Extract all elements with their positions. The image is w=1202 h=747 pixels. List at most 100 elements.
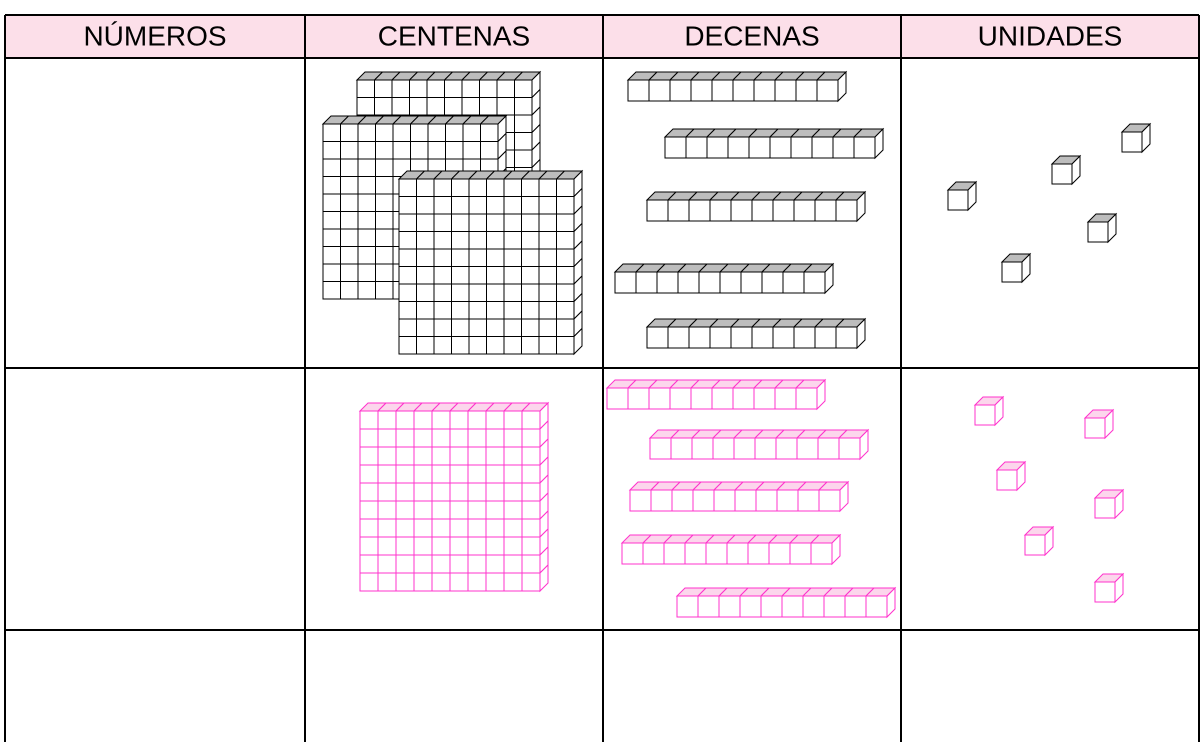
- rod: [628, 480, 850, 513]
- cube-face: [1094, 497, 1116, 519]
- cube-face: [485, 482, 505, 502]
- cube-face: [496, 97, 515, 116]
- cube-face: [614, 271, 637, 294]
- cube-face: [416, 178, 435, 197]
- cube-face: [751, 199, 774, 222]
- cube-face: [398, 231, 417, 250]
- cube-face: [503, 500, 523, 520]
- cube-face: [468, 213, 487, 232]
- cube-face: [521, 572, 541, 592]
- cube-face: [462, 141, 481, 160]
- cube-face: [814, 326, 837, 349]
- cube-face: [357, 193, 376, 212]
- cube-face: [486, 231, 505, 250]
- cube-face: [816, 79, 839, 102]
- cube-face: [760, 595, 783, 618]
- cube-face: [449, 554, 469, 574]
- cube-face: [413, 572, 433, 592]
- unit: [1086, 212, 1118, 244]
- cube-face: [503, 318, 522, 337]
- cube-face: [377, 518, 397, 538]
- cube-face: [503, 196, 522, 215]
- cube-face: [730, 326, 753, 349]
- cube-face: [468, 283, 487, 302]
- cube-face: [395, 464, 415, 484]
- cube-face: [413, 536, 433, 556]
- cube-face: [503, 266, 522, 285]
- cube-face: [449, 428, 469, 448]
- cube-face: [514, 149, 533, 168]
- cube-face: [685, 136, 708, 159]
- cube-face: [395, 500, 415, 520]
- cube-face: [375, 211, 394, 230]
- cube-face: [732, 387, 755, 410]
- cube-face: [797, 489, 820, 512]
- cube-face: [485, 464, 505, 484]
- cube-face: [503, 536, 523, 556]
- cube-face: [467, 500, 487, 520]
- cube-face: [538, 318, 557, 337]
- cube-face: [479, 97, 498, 116]
- cube-face: [444, 79, 463, 98]
- cube-face: [467, 410, 487, 430]
- cube-face: [835, 326, 858, 349]
- cube-face: [781, 595, 804, 618]
- unit: [1093, 488, 1125, 520]
- cube-face: [691, 437, 714, 460]
- cube-face: [1001, 261, 1023, 283]
- cube-face: [503, 178, 522, 197]
- cube-face: [656, 271, 679, 294]
- cube-face: [485, 554, 505, 574]
- cube-face: [718, 595, 741, 618]
- cube-face: [398, 266, 417, 285]
- cube-face: [793, 199, 816, 222]
- unit: [1120, 122, 1152, 154]
- cube-face: [688, 326, 711, 349]
- cube-face: [772, 326, 795, 349]
- cube-face: [451, 178, 470, 197]
- cube-face: [486, 248, 505, 267]
- cube-face: [514, 132, 533, 151]
- cube-face: [426, 79, 445, 98]
- cube-face: [377, 554, 397, 574]
- rod: [663, 127, 885, 160]
- cube-face: [359, 428, 379, 448]
- cube-face: [340, 123, 359, 142]
- cube-face: [375, 141, 394, 160]
- cube-face: [521, 554, 541, 574]
- cube-face: [719, 271, 742, 294]
- cube-face: [480, 123, 499, 142]
- cube-face: [697, 595, 720, 618]
- header-cell: NÚMEROS: [83, 20, 226, 51]
- cube-face: [642, 542, 665, 565]
- cube-face: [775, 437, 798, 460]
- cube-face: [782, 271, 805, 294]
- cube-face: [449, 482, 469, 502]
- cube-face: [377, 482, 397, 502]
- cube-face: [375, 263, 394, 282]
- cube-face: [398, 283, 417, 302]
- cube-face: [357, 263, 376, 282]
- cube-face: [606, 387, 629, 410]
- cube-face: [468, 248, 487, 267]
- cube-face: [538, 178, 557, 197]
- cube-face: [698, 271, 721, 294]
- cube-face: [468, 336, 487, 355]
- cube-face: [413, 482, 433, 502]
- cube-face: [431, 500, 451, 520]
- cube-face: [359, 464, 379, 484]
- cube-face: [711, 387, 734, 410]
- cube-face: [322, 123, 341, 142]
- cube-face: [467, 428, 487, 448]
- cube-face: [395, 572, 415, 592]
- cube-face: [629, 489, 652, 512]
- cube-face: [416, 231, 435, 250]
- cube-face: [521, 213, 540, 232]
- cube-face: [374, 79, 393, 98]
- cube-face: [433, 266, 452, 285]
- cube-face: [485, 518, 505, 538]
- cube-face: [433, 336, 452, 355]
- cube-face: [449, 410, 469, 430]
- cube-face: [521, 318, 540, 337]
- cube-face: [468, 196, 487, 215]
